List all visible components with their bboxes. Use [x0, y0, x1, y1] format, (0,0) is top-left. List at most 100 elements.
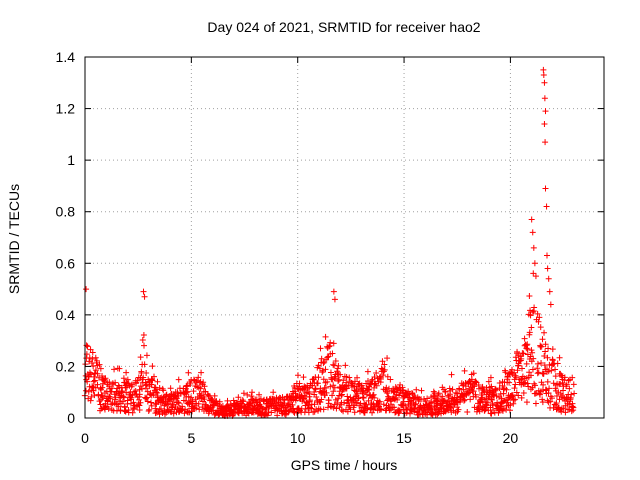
data-point: [187, 380, 194, 387]
data-point: [201, 396, 208, 403]
data-point: [142, 385, 149, 392]
data-point: [569, 374, 576, 381]
data-point: [536, 314, 543, 321]
data-point: [91, 377, 98, 384]
data-point: [89, 356, 96, 363]
data-point: [331, 384, 338, 391]
data-point: [542, 139, 549, 146]
data-point: [394, 396, 401, 403]
data-point: [123, 369, 130, 376]
data-point: [96, 374, 103, 381]
data-point: [175, 376, 182, 383]
data-point: [143, 369, 150, 376]
data-point: [479, 383, 486, 390]
data-point: [108, 388, 115, 395]
data-point: [530, 270, 537, 277]
data-point: [364, 368, 371, 375]
data-point: [312, 386, 319, 393]
data-point: [119, 388, 126, 395]
data-point: [512, 372, 519, 379]
x-tick-label: 20: [503, 430, 519, 446]
data-point: [543, 252, 550, 259]
data-point: [547, 398, 554, 405]
data-point: [139, 385, 145, 392]
data-point: [96, 398, 103, 405]
data-point: [337, 371, 344, 378]
data-point: [120, 393, 127, 400]
data-point: [570, 381, 577, 388]
data-point: [189, 398, 196, 405]
data-point: [467, 396, 474, 403]
y-tick-label: 0.4: [56, 307, 76, 323]
data-point: [116, 365, 123, 372]
data-point: [335, 362, 342, 369]
data-point: [468, 376, 475, 383]
data-point: [318, 396, 325, 403]
data-point: [230, 411, 237, 418]
data-point: [197, 385, 204, 392]
data-point: [112, 379, 119, 386]
data-point: [461, 397, 468, 404]
data-point: [492, 387, 499, 394]
data-point: [132, 387, 139, 394]
chart-title: Day 024 of 2021, SRMTID for receiver hao…: [207, 19, 480, 35]
data-point: [513, 389, 520, 396]
data-point: [565, 377, 572, 384]
data-point: [141, 342, 148, 349]
data-point: [163, 401, 170, 408]
data-point: [324, 378, 331, 385]
data-point: [470, 388, 477, 395]
data-point: [532, 273, 539, 280]
data-point: [488, 410, 495, 417]
data-point: [424, 395, 431, 402]
data-point: [424, 409, 431, 416]
data-point: [373, 382, 380, 389]
data-point: [545, 345, 552, 352]
data-point: [371, 394, 378, 401]
data-point: [96, 361, 103, 368]
data-point: [539, 336, 546, 343]
data-point: [427, 400, 434, 407]
data-point: [190, 388, 197, 395]
data-point: [365, 397, 372, 404]
data-point: [240, 390, 247, 397]
data-point: [160, 387, 167, 394]
data-point: [151, 373, 158, 380]
data-point: [167, 385, 174, 392]
data-point: [402, 402, 409, 409]
data-point: [544, 378, 551, 385]
data-point: [239, 397, 246, 404]
data-point: [136, 406, 143, 413]
data-point: [300, 374, 307, 381]
data-point: [529, 309, 536, 316]
data-point: [342, 362, 349, 369]
data-point: [240, 398, 247, 405]
data-point: [290, 409, 297, 416]
data-point: [550, 380, 557, 387]
grid-lines: [85, 57, 604, 418]
data-point: [107, 395, 114, 402]
data-point: [181, 389, 188, 396]
data-point: [521, 335, 528, 342]
data-point: [97, 401, 104, 408]
data-point: [545, 275, 552, 282]
data-point: [363, 406, 370, 413]
data-point: [94, 381, 101, 388]
data-point: [330, 288, 337, 295]
data-point: [116, 384, 123, 391]
data-point: [528, 216, 535, 223]
data-point: [568, 391, 575, 398]
data-point: [527, 372, 534, 379]
data-point: [327, 383, 334, 390]
data-point: [452, 389, 459, 396]
data-point: [259, 406, 266, 413]
data-point: [198, 369, 205, 376]
data-point: [408, 389, 415, 396]
data-point: [534, 365, 541, 372]
data-point: [455, 406, 462, 413]
data-point: [326, 343, 333, 350]
data-point: [144, 398, 151, 405]
y-tick-label: 1.2: [56, 101, 76, 117]
data-point: [354, 390, 361, 397]
data-point: [85, 388, 92, 395]
